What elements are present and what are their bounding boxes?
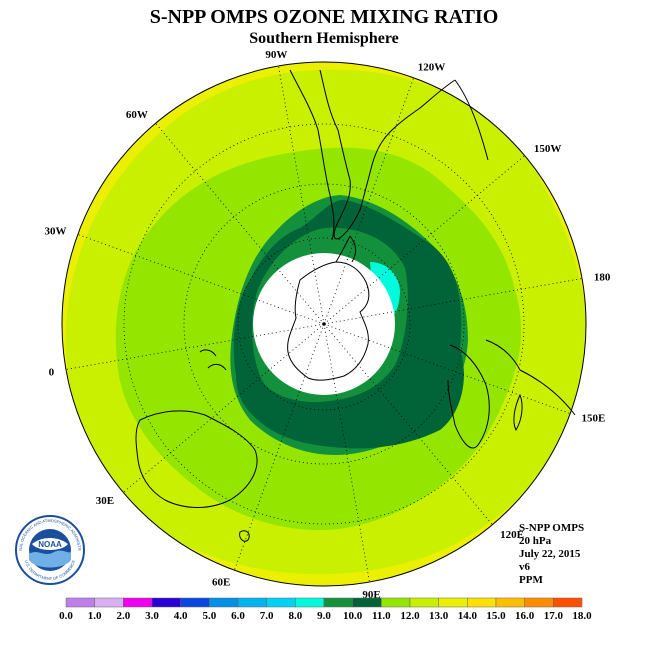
chart-title: S-NPP OMPS OZONE MIXING RATIO	[149, 6, 499, 28]
colorbar-swatch	[295, 597, 325, 608]
colorbar-label: 10.0	[343, 610, 363, 622]
colorbar-swatch	[209, 597, 239, 608]
coastlines	[135, 69, 576, 542]
colorbar-label: 7.0	[260, 610, 274, 622]
colorbar-swatch	[123, 597, 153, 608]
lat-lon-grid	[123, 123, 525, 525]
colorbar-label: 0.0	[59, 610, 73, 622]
colorbar-swatch	[553, 597, 583, 608]
new-zealand	[199, 349, 227, 371]
colorbar-swatch	[409, 597, 439, 608]
south-america-coast	[319, 69, 456, 240]
colorbar-swatch	[524, 597, 554, 608]
longitude-label: 30E	[96, 495, 114, 507]
antarctica-outline	[287, 261, 370, 381]
colorbar-label: 6.0	[231, 610, 245, 622]
colorbar-label: 5.0	[202, 610, 216, 622]
colorbar-swatch	[352, 597, 382, 608]
colorbar-label: 17.0	[544, 610, 564, 622]
noaa-logo: NOAA NATIONAL OCEANIC AND ATMOSPHERIC AD…	[12, 510, 86, 591]
colorbar-label: 4.0	[174, 610, 188, 622]
info-version: v6	[519, 561, 530, 573]
colorbar-swatch	[151, 597, 181, 608]
australia-coast	[135, 410, 258, 508]
longitude-label: 0	[49, 367, 55, 379]
colorbar-label: 12.0	[400, 610, 420, 622]
colorbar-label: 9.0	[317, 610, 331, 622]
south-america-east	[454, 79, 489, 161]
longitude-label: 120W	[418, 62, 446, 74]
map-border	[61, 61, 587, 587]
africa-se	[485, 339, 576, 416]
colorbar-label: 14.0	[458, 610, 478, 622]
longitude-label: 150E	[581, 413, 605, 425]
colorbar-swatch	[94, 597, 124, 608]
info-block: S-NPP OMPS 20 hPa July 22, 2015 v6 PPM	[519, 522, 584, 587]
colorbar-label: 16.0	[515, 610, 535, 622]
longitude-label: 60E	[212, 576, 230, 588]
colorbar-label: 11.0	[372, 610, 391, 622]
colorbar-swatch	[180, 597, 210, 608]
lat-circle-45S	[183, 183, 465, 465]
tasmania	[239, 530, 250, 542]
africa-coast	[447, 344, 490, 449]
colorbar-label: 18.0	[572, 610, 592, 622]
ozone-field	[62, 62, 586, 586]
colorbar-label: 8.0	[288, 610, 302, 622]
colorbar-swatch	[65, 597, 95, 608]
colorbar-swatch	[438, 597, 468, 608]
colorbar-swatch	[237, 597, 267, 608]
colorbar	[65, 597, 583, 608]
antarctic-peninsula	[335, 235, 357, 263]
info-instrument: S-NPP OMPS	[519, 522, 585, 534]
info-level: 20 hPa	[519, 535, 552, 547]
south-america-west	[289, 69, 335, 241]
colorbar-label: 15.0	[486, 610, 506, 622]
colorbar-labels: 0.0 1.0 2.0 3.0 4.0 5.0 6.0 7.0 8.0 9.0 10.0 11.0 12…	[59, 610, 592, 622]
colorbar-swatch	[266, 597, 296, 608]
colorbar-label: 2.0	[116, 610, 130, 622]
lat-circle-30S	[123, 123, 525, 525]
colorbar-swatch	[467, 597, 497, 608]
longitude-label: 30W	[45, 225, 67, 237]
colorbar-swatch	[323, 597, 353, 608]
longitude-label: 90W	[265, 49, 287, 61]
longitude-label: 150W	[534, 143, 562, 155]
noaa-logo-text: NOAA	[38, 540, 62, 549]
colorbar-label: 3.0	[145, 610, 159, 622]
info-units: PPM	[519, 574, 543, 586]
chart-subtitle: Southern Hemisphere	[249, 30, 399, 47]
colorbar-swatch	[381, 597, 411, 608]
south-pole-dot	[322, 322, 326, 326]
info-date: July 22, 2015	[519, 548, 581, 560]
colorbar-label: 1.0	[88, 610, 102, 622]
longitude-label: 120E	[500, 529, 524, 541]
longitude-label: 60W	[126, 109, 148, 121]
madagascar	[513, 393, 523, 432]
lat-circle-60S	[237, 237, 411, 411]
colorbar-swatch	[495, 597, 525, 608]
longitude-label: 180	[594, 271, 611, 283]
colorbar-label: 13.0	[429, 610, 449, 622]
